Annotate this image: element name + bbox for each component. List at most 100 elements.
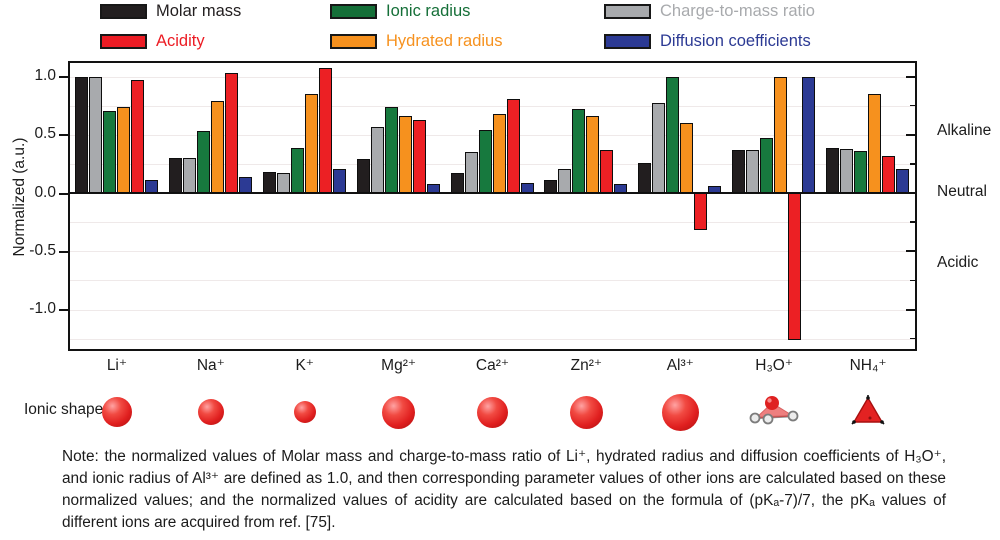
- ion-sphere-icon: [382, 395, 416, 429]
- bar-charge-to-mass-ratio-H₃O⁺: [745, 149, 759, 193]
- y-major-tick-left: [59, 134, 68, 137]
- legend-item-label: Diffusion coefficients: [660, 31, 811, 50]
- ionic-shape-slot-Zn²⁺: [539, 388, 633, 436]
- bar-hydrated-radius-K⁺: [304, 93, 318, 193]
- ion-sphere-icon: [101, 397, 132, 427]
- y-major-tick-right: [906, 75, 915, 78]
- y-major-tick-right: [906, 192, 915, 195]
- y-major-tick-left: [59, 76, 68, 79]
- ionic-shape-slot-Na⁺: [164, 388, 258, 436]
- legend-item-molar-mass: Molar mass: [100, 2, 241, 20]
- legend-swatch: [100, 33, 147, 49]
- gridline: [70, 105, 915, 107]
- gridline: [70, 309, 915, 311]
- legend-swatch: [330, 33, 377, 49]
- legend-item-label: Charge-to-mass ratio: [660, 1, 815, 20]
- ion-sphere-icon: [569, 395, 603, 429]
- bar-ionic-radius-Al³⁺: [666, 76, 680, 193]
- bar-ionic-radius-Na⁺: [197, 131, 211, 193]
- bar-charge-to-mass-ratio-K⁺: [276, 173, 290, 193]
- gridline: [70, 280, 915, 282]
- legend-item-diffusion-coefficients: Diffusion coefficients: [604, 32, 811, 50]
- legend-item-label: Ionic radius: [386, 1, 471, 20]
- bar-hydrated-radius-Al³⁺: [680, 123, 694, 193]
- y-major-tick-right: [906, 308, 915, 311]
- plot-area: [68, 61, 917, 351]
- ionic-shape-row: [70, 388, 915, 436]
- bar-charge-to-mass-ratio-Li⁺: [89, 76, 103, 193]
- bar-molar-mass-Na⁺: [169, 158, 183, 193]
- bar-hydrated-radius-Li⁺: [117, 106, 131, 193]
- bar-ionic-radius-Zn²⁺: [572, 109, 586, 193]
- x-axis-label: NH₄⁺: [849, 357, 887, 374]
- y-tick-label: 0.0: [34, 183, 56, 201]
- ionic-shape-slot-K⁺: [258, 388, 352, 436]
- ionic-shape-slot-NH₄⁺: [821, 388, 915, 436]
- bar-molar-mass-Li⁺: [75, 76, 89, 193]
- ionic-shape-slot-Mg²⁺: [352, 388, 446, 436]
- legend-swatch: [604, 3, 651, 19]
- bar-hydrated-radius-H₃O⁺: [773, 76, 787, 193]
- legend-item-hydrated-radius: Hydrated radius: [330, 32, 502, 50]
- legend-item-label: Molar mass: [156, 1, 242, 20]
- y-major-tick-right: [906, 133, 915, 136]
- x-axis-label: H₃O⁺: [755, 357, 794, 374]
- legend-item-label: Hydrated radius: [386, 31, 503, 50]
- y-minor-tick-right: [910, 163, 915, 165]
- bar-diffusion-coefficients-K⁺: [332, 168, 346, 193]
- y-minor-tick-right: [910, 279, 915, 282]
- bar-charge-to-mass-ratio-Zn²⁺: [558, 168, 572, 193]
- y-minor-tick-right: [910, 221, 915, 223]
- y-tick-label: 0.5: [34, 125, 56, 143]
- bar-hydrated-radius-NH₄⁺: [867, 93, 881, 193]
- ionic-shape-slot-Ca²⁺: [446, 388, 540, 436]
- y-major-tick-left: [59, 309, 68, 312]
- bar-acidity-H₃O⁺: [787, 193, 801, 340]
- bar-charge-to-mass-ratio-Ca²⁺: [464, 152, 478, 193]
- bar-hydrated-radius-Na⁺: [211, 100, 225, 193]
- y-minor-tick-right: [910, 104, 915, 107]
- zero-axis-line: [70, 192, 915, 195]
- bar-acidity-Ca²⁺: [506, 98, 520, 193]
- bar-charge-to-mass-ratio-NH₄⁺: [839, 148, 853, 193]
- y-tick-label: -0.5: [29, 241, 56, 259]
- legend-item-acidity: Acidity: [100, 32, 205, 50]
- bar-diffusion-coefficients-H₃O⁺: [801, 76, 815, 193]
- ionic-shape-slot-Li⁺: [70, 388, 164, 436]
- gridline: [70, 251, 915, 253]
- y-minor-tick-right: [910, 337, 915, 340]
- bar-diffusion-coefficients-Li⁺: [145, 180, 159, 193]
- gridline: [70, 76, 915, 78]
- bar-molar-mass-Mg²⁺: [356, 159, 370, 193]
- bar-molar-mass-K⁺: [262, 172, 276, 193]
- x-axis-label: Na⁺: [196, 357, 225, 374]
- bar-acidity-Li⁺: [131, 79, 145, 193]
- bar-charge-to-mass-ratio-Mg²⁺: [370, 126, 384, 193]
- legend-item-charge-to-mass-ratio: Charge-to-mass ratio: [604, 2, 815, 20]
- x-axis-label: Zn²⁺: [570, 357, 603, 374]
- legend-swatch: [330, 3, 377, 19]
- x-axis-label: Mg²⁺: [381, 357, 417, 374]
- bar-hydrated-radius-Mg²⁺: [398, 116, 412, 193]
- region-label-acidic: Acidic: [937, 254, 979, 272]
- bar-molar-mass-Al³⁺: [638, 162, 652, 193]
- x-axis-label: K⁺: [295, 357, 314, 374]
- y-major-tick-left: [59, 192, 68, 195]
- y-major-tick-right: [906, 250, 915, 253]
- bar-charge-to-mass-ratio-Na⁺: [183, 158, 197, 193]
- y-tick-label: 1.0: [34, 67, 56, 84]
- bar-hydrated-radius-Ca²⁺: [492, 113, 506, 193]
- bar-diffusion-coefficients-NH₄⁺: [895, 168, 909, 193]
- bar-acidity-NH₄⁺: [881, 155, 895, 193]
- ionic-shape-slot-H₃O⁺: [727, 388, 821, 436]
- legend-item-label: Acidity: [156, 31, 205, 50]
- bar-ionic-radius-Mg²⁺: [384, 106, 398, 193]
- bar-ionic-radius-H₃O⁺: [759, 138, 773, 193]
- bar-molar-mass-NH₄⁺: [825, 147, 839, 193]
- bar-acidity-K⁺: [318, 68, 332, 193]
- note-text: Note: the normalized values of Molar mas…: [62, 448, 946, 532]
- bar-diffusion-coefficients-Mg²⁺: [426, 183, 440, 193]
- bar-acidity-Al³⁺: [694, 193, 708, 231]
- region-label-neutral: Neutral: [937, 183, 987, 201]
- nh4-tetrahedron-icon: [850, 394, 886, 431]
